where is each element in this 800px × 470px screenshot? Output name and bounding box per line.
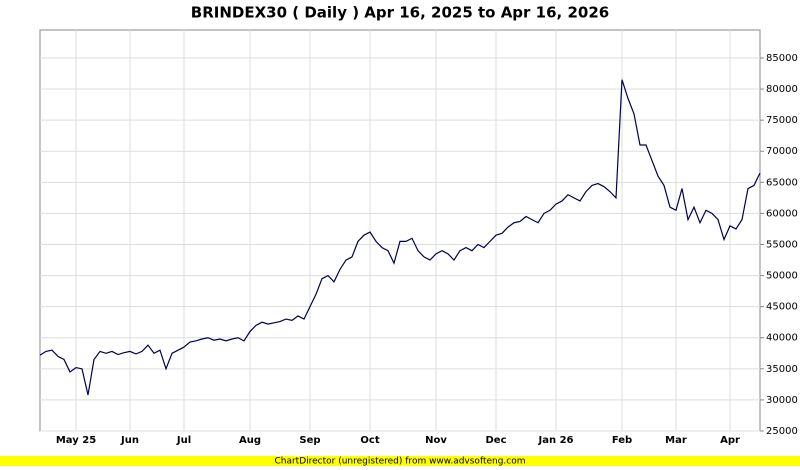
y-tick-label: 40000 — [766, 333, 798, 344]
x-tick-label: Mar — [665, 435, 687, 446]
x-tick-label: Aug — [239, 435, 261, 446]
y-tick-label: 70000 — [766, 146, 798, 157]
y-tick-label: 50000 — [766, 271, 798, 282]
x-tick-label: May 25 — [56, 435, 96, 446]
y-tick-label: 25000 — [766, 426, 798, 437]
y-tick-label: 85000 — [766, 53, 798, 64]
y-tick-label: 55000 — [766, 239, 798, 250]
plot-area — [39, 29, 761, 432]
y-tick-label: 60000 — [766, 208, 798, 219]
y-tick-label: 45000 — [766, 302, 798, 313]
footer: ChartDirector (unregistered) from www.ad… — [274, 457, 525, 467]
x-tick-label: Apr — [720, 435, 740, 446]
y-tick-label: 35000 — [766, 364, 798, 375]
x-tick-label: Jun — [120, 435, 139, 446]
y-tick-label: 65000 — [766, 177, 798, 188]
y-tick-label: 30000 — [766, 395, 798, 406]
footer-bar — [0, 456, 800, 466]
x-tick-label: Jul — [176, 435, 191, 446]
x-tick-label: Sep — [299, 435, 320, 446]
y-tick-label: 80000 — [766, 84, 798, 95]
chart-title: BRINDEX30 ( Daily ) Apr 16, 2025 to Apr … — [191, 4, 609, 22]
x-tick-label: Oct — [360, 435, 379, 446]
price-line — [39, 79, 761, 396]
y-tick-label: 75000 — [766, 115, 798, 126]
x-tick-label: Jan 26 — [538, 435, 574, 446]
x-tick-label: Dec — [485, 435, 506, 446]
x-tick-label: Nov — [425, 435, 447, 446]
x-tick-label: Feb — [612, 435, 632, 446]
